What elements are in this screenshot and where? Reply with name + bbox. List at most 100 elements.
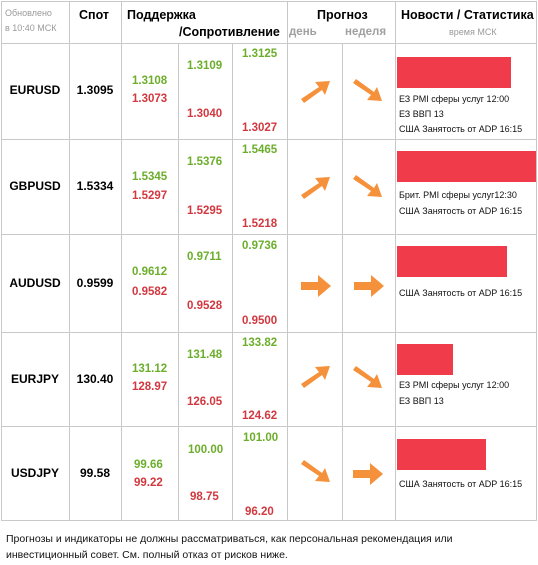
support-3: 1.3125 bbox=[242, 48, 278, 60]
spot-header: Спот bbox=[79, 8, 110, 22]
support-1: 1.5345 bbox=[132, 171, 168, 183]
table-row: GBPUSD 1.5334 1.5345 1.5297 1.5376 1.529… bbox=[1, 139, 537, 234]
resistance-2: 98.75 bbox=[190, 491, 219, 503]
news-bar bbox=[397, 439, 486, 470]
table-row: EURJPY 130.40 131.12 128.97 131.48 126.0… bbox=[1, 332, 537, 426]
resistance-1: 128.97 bbox=[132, 381, 168, 393]
support-3: 101.00 bbox=[243, 432, 279, 444]
grid-line bbox=[1, 43, 537, 44]
forecast-week-header: неделя bbox=[345, 26, 387, 38]
resistance-1: 1.5297 bbox=[132, 190, 168, 202]
news-item: США Занятость от ADP 16:15 bbox=[399, 288, 523, 298]
table-header: Обновлено в 10:40 МСК Спот Поддержка /Со… bbox=[1, 1, 537, 43]
grid-line bbox=[232, 43, 233, 521]
forecast-day-header: день bbox=[289, 26, 317, 38]
resistance-2: 0.9528 bbox=[187, 300, 223, 312]
table-row: AUDUSD 0.9599 0.9612 0.9582 0.9711 0.952… bbox=[1, 234, 537, 332]
grid-line bbox=[287, 1, 288, 521]
news-item: Брит. PMI сферы услуг12:30 bbox=[399, 190, 517, 200]
pair-name: EURJPY bbox=[10, 372, 60, 386]
pair-name: EURUSD bbox=[9, 83, 61, 97]
forecast-up-arrow-icon bbox=[301, 366, 330, 388]
support-1: 1.3108 bbox=[132, 75, 168, 87]
news-bar bbox=[397, 246, 507, 277]
forecast-down-arrow-icon bbox=[353, 175, 382, 197]
news-bar bbox=[397, 344, 453, 375]
grid-line bbox=[395, 1, 396, 521]
grid-line bbox=[1, 520, 537, 521]
support-2: 0.9711 bbox=[187, 251, 222, 263]
grid-line bbox=[121, 1, 122, 521]
resistance-1: 1.3073 bbox=[132, 93, 168, 105]
updated-label: Обновлено bbox=[5, 8, 52, 18]
news-item: США Занятость от ADP 16:15 bbox=[399, 124, 523, 134]
pair-name: USDJPY bbox=[10, 466, 60, 480]
grid-line bbox=[1, 234, 537, 235]
news-bar bbox=[397, 57, 511, 88]
pair-name: AUDUSD bbox=[9, 276, 61, 290]
table-row: EURUSD 1.3095 1.3108 1.3073 1.3109 1.304… bbox=[1, 43, 537, 139]
news-item: ЕЗ PMI сферы услуг 12:00 bbox=[399, 94, 510, 104]
support-3: 133.82 bbox=[242, 337, 278, 349]
disclaimer-line: инвестиционный совет. См. полный отказ о… bbox=[6, 549, 288, 561]
news-bar bbox=[397, 151, 536, 182]
resistance-1: 99.22 bbox=[134, 477, 163, 489]
grid-line bbox=[178, 43, 179, 521]
resistance-3: 1.5218 bbox=[242, 218, 278, 230]
support-2: 1.3109 bbox=[187, 60, 223, 72]
support-1: 131.12 bbox=[132, 363, 168, 375]
news-item: США Занятость от ADP 16:15 bbox=[399, 479, 523, 489]
support-2: 100.00 bbox=[188, 444, 224, 456]
grid-line bbox=[1, 139, 537, 140]
forecast-down-arrow-icon bbox=[353, 366, 382, 388]
grid-line bbox=[1, 1, 2, 521]
disclaimer: Прогнозы и индикаторы не должны рассматр… bbox=[6, 531, 534, 563]
support-1: 0.9612 bbox=[132, 266, 168, 278]
forecast-up-arrow-icon bbox=[301, 81, 330, 103]
resistance-3: 0.9500 bbox=[242, 315, 278, 327]
support-3: 1.5465 bbox=[242, 144, 278, 156]
grid-line bbox=[1, 332, 537, 333]
resistance-3: 1.3027 bbox=[242, 122, 278, 134]
grid-line bbox=[1, 426, 537, 427]
forecast-right-arrow-icon bbox=[301, 275, 331, 297]
spot-price: 130.40 bbox=[76, 372, 114, 386]
forecast-header: Прогноз bbox=[317, 8, 368, 22]
resistance-2: 1.3040 bbox=[187, 108, 223, 120]
table-row: USDJPY 99.58 99.66 99.22 100.00 98.75 10… bbox=[1, 426, 537, 520]
spot-price: 99.58 bbox=[79, 466, 111, 480]
forecast-right-arrow-icon bbox=[353, 463, 383, 485]
resistance-3: 124.62 bbox=[242, 410, 278, 422]
forecast-up-arrow-icon bbox=[301, 177, 330, 199]
support-header: Поддержка bbox=[127, 8, 196, 22]
forecast-right-arrow-icon bbox=[354, 275, 384, 297]
news-header: Новости / Статистика bbox=[401, 8, 534, 22]
grid-line bbox=[342, 43, 343, 521]
grid-line bbox=[69, 1, 70, 521]
resistance-1: 0.9582 bbox=[132, 286, 168, 298]
resistance-header: /Сопротивление bbox=[179, 25, 280, 39]
forex-table: Обновлено в 10:40 МСК Спот Поддержка /Со… bbox=[1, 1, 537, 521]
pair-name: GBPUSD bbox=[9, 179, 61, 193]
support-3: 0.9736 bbox=[242, 240, 278, 252]
updated-time: в 10:40 МСК bbox=[5, 23, 57, 33]
news-item: ЕЗ ВВП 13 bbox=[399, 396, 444, 406]
spot-price: 0.9599 bbox=[76, 276, 114, 290]
spot-price: 1.5334 bbox=[76, 179, 114, 193]
news-item: ЕЗ ВВП 13 bbox=[399, 109, 444, 119]
forecast-down-arrow-icon bbox=[353, 79, 382, 101]
resistance-3: 96.20 bbox=[245, 506, 274, 518]
resistance-2: 1.5295 bbox=[187, 205, 223, 217]
news-item: ЕЗ PMI сферы услуг 12:00 bbox=[399, 380, 510, 390]
spot-price: 1.3095 bbox=[76, 83, 114, 97]
support-2: 131.48 bbox=[187, 349, 223, 361]
grid-line bbox=[536, 1, 537, 521]
resistance-2: 126.05 bbox=[187, 396, 223, 408]
news-time-header: время МСК bbox=[449, 27, 497, 37]
support-2: 1.5376 bbox=[187, 156, 223, 168]
grid-line bbox=[1, 1, 537, 2]
forecast-down-arrow-icon bbox=[301, 460, 330, 482]
support-1: 99.66 bbox=[134, 459, 163, 471]
disclaimer-line: Прогнозы и индикаторы не должны рассматр… bbox=[6, 533, 453, 545]
news-item: США Занятость от ADP 16:15 bbox=[399, 206, 523, 216]
